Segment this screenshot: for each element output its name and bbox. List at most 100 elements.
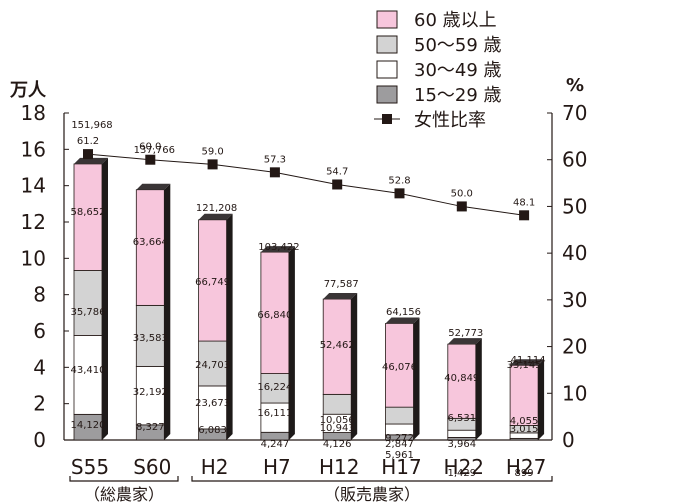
bar-top-face bbox=[198, 213, 233, 220]
female-ratio-marker bbox=[394, 188, 405, 199]
bar-side-face bbox=[413, 317, 420, 440]
bar-segment bbox=[135, 365, 165, 426]
female-ratio-label: 57.3 bbox=[264, 154, 286, 165]
legend-label: 女性比率 bbox=[414, 110, 486, 131]
legend-swatch bbox=[376, 85, 398, 104]
bar-side-face bbox=[102, 157, 108, 440]
legend-marker-swatch bbox=[382, 114, 392, 124]
segment-value-label: 4,126 bbox=[323, 439, 352, 450]
legend-swatch bbox=[376, 60, 398, 79]
bar-side-face bbox=[538, 359, 545, 440]
segment-value-label: 16,111 bbox=[257, 408, 292, 419]
segment-value-label: 24,703 bbox=[195, 360, 230, 371]
x-category-label: H22 bbox=[444, 455, 485, 479]
legend-swatch bbox=[376, 10, 398, 29]
bar-segment bbox=[73, 270, 103, 336]
segment-value-label: 4,247 bbox=[261, 439, 290, 450]
left-tick-label: 16 bbox=[21, 137, 46, 161]
segment-value-label: 35,786 bbox=[71, 307, 106, 318]
segment-value-label: 10,056 bbox=[320, 415, 355, 426]
female-ratio-label: 61.2 bbox=[77, 136, 99, 147]
bar-segment bbox=[385, 323, 414, 408]
female-ratio-marker bbox=[145, 154, 156, 165]
segment-value-label: 32,192 bbox=[133, 387, 168, 398]
bar-segment bbox=[198, 385, 228, 430]
bar-segment bbox=[260, 251, 290, 374]
bar-top-face bbox=[260, 246, 295, 253]
right-tick-label: 20 bbox=[562, 335, 587, 359]
left-tick-label: 14 bbox=[21, 174, 46, 198]
female-ratio-label: 60.0 bbox=[139, 142, 161, 153]
segment-value-label: 10,943 bbox=[320, 423, 355, 434]
segment-value-label: 9,272 bbox=[385, 433, 414, 444]
bar-top-face bbox=[510, 359, 545, 366]
bar-segment bbox=[509, 364, 539, 426]
right-tick-label: 0 bbox=[562, 428, 575, 452]
segment-value-label: 23,673 bbox=[195, 398, 230, 409]
segment-value-label: 66,840 bbox=[257, 310, 292, 321]
bar-segment bbox=[260, 373, 290, 404]
segment-value-label: 5,961 bbox=[385, 450, 414, 461]
bar-segment bbox=[322, 393, 352, 415]
bar-side-face bbox=[288, 246, 295, 440]
x-category-label: H2 bbox=[201, 455, 229, 479]
female-ratio-label: 52.8 bbox=[388, 175, 410, 186]
right-tick-label: 70 bbox=[562, 101, 587, 125]
right-axis-unit: % bbox=[566, 75, 584, 96]
left-tick-label: 12 bbox=[21, 210, 46, 234]
bar-segment bbox=[447, 343, 477, 419]
bar-top-face bbox=[385, 317, 420, 324]
bar-top-face bbox=[136, 183, 171, 190]
female-ratio-line bbox=[87, 153, 525, 216]
segment-value-label: 16,224 bbox=[257, 382, 292, 393]
right-tick-label: 30 bbox=[562, 288, 587, 312]
total-value-label: 151,968 bbox=[71, 120, 112, 131]
right-tick-label: 60 bbox=[562, 148, 587, 172]
total-value-label: 64,156 bbox=[386, 307, 421, 318]
female-ratio-label: 50.0 bbox=[451, 188, 473, 199]
bar-segment bbox=[198, 340, 228, 387]
left-tick-label: 0 bbox=[33, 428, 46, 452]
x-category-label: H12 bbox=[319, 455, 360, 479]
segment-value-label: 6,531 bbox=[447, 413, 476, 424]
right-tick-label: 50 bbox=[562, 194, 587, 218]
total-value-label: 41,114 bbox=[511, 355, 546, 366]
x-category-label: S55 bbox=[71, 455, 109, 479]
bar-segment bbox=[447, 429, 477, 438]
segment-value-label: 63,664 bbox=[133, 237, 168, 248]
bar-side-face bbox=[164, 183, 171, 440]
bar-segment bbox=[198, 219, 228, 342]
bar-top-face bbox=[323, 293, 358, 300]
segment-value-label: 3,964 bbox=[447, 439, 476, 450]
female-ratio-marker bbox=[332, 179, 343, 190]
segment-value-label: 1,429 bbox=[447, 468, 476, 479]
left-tick-label: 10 bbox=[21, 246, 46, 270]
group-bracket bbox=[191, 476, 553, 482]
x-category-label: H27 bbox=[506, 455, 547, 479]
total-value-label: 121,208 bbox=[196, 203, 237, 214]
left-tick-label: 8 bbox=[33, 283, 46, 307]
female-ratio-marker bbox=[83, 149, 93, 160]
female-ratio-label: 54.7 bbox=[326, 166, 348, 177]
bar-side-face bbox=[226, 213, 233, 440]
legend-label: 15～29 歳 bbox=[414, 85, 502, 106]
segment-value-label: 14,120 bbox=[71, 420, 106, 431]
legend-label: 50～59 歳 bbox=[414, 35, 502, 56]
segment-value-label: 4,055 bbox=[510, 416, 539, 427]
segment-value-label: 40,849 bbox=[444, 373, 479, 384]
bar-segment bbox=[385, 406, 414, 425]
group-bracket bbox=[69, 476, 179, 482]
female-ratio-marker bbox=[269, 167, 280, 178]
segment-value-label: 46,076 bbox=[382, 362, 417, 373]
bar-segment bbox=[135, 189, 165, 306]
segment-value-label: 33,145 bbox=[507, 360, 542, 371]
right-tick-label: 10 bbox=[562, 381, 587, 405]
segment-value-label: 33,583 bbox=[133, 333, 168, 344]
total-value-label: 137,766 bbox=[134, 145, 175, 156]
female-ratio-label: 48.1 bbox=[513, 197, 535, 208]
segment-value-label: 43,410 bbox=[71, 365, 106, 376]
bar-top-face bbox=[74, 157, 108, 164]
segment-value-label: 8,327 bbox=[136, 422, 165, 433]
legend-swatch bbox=[376, 35, 398, 54]
